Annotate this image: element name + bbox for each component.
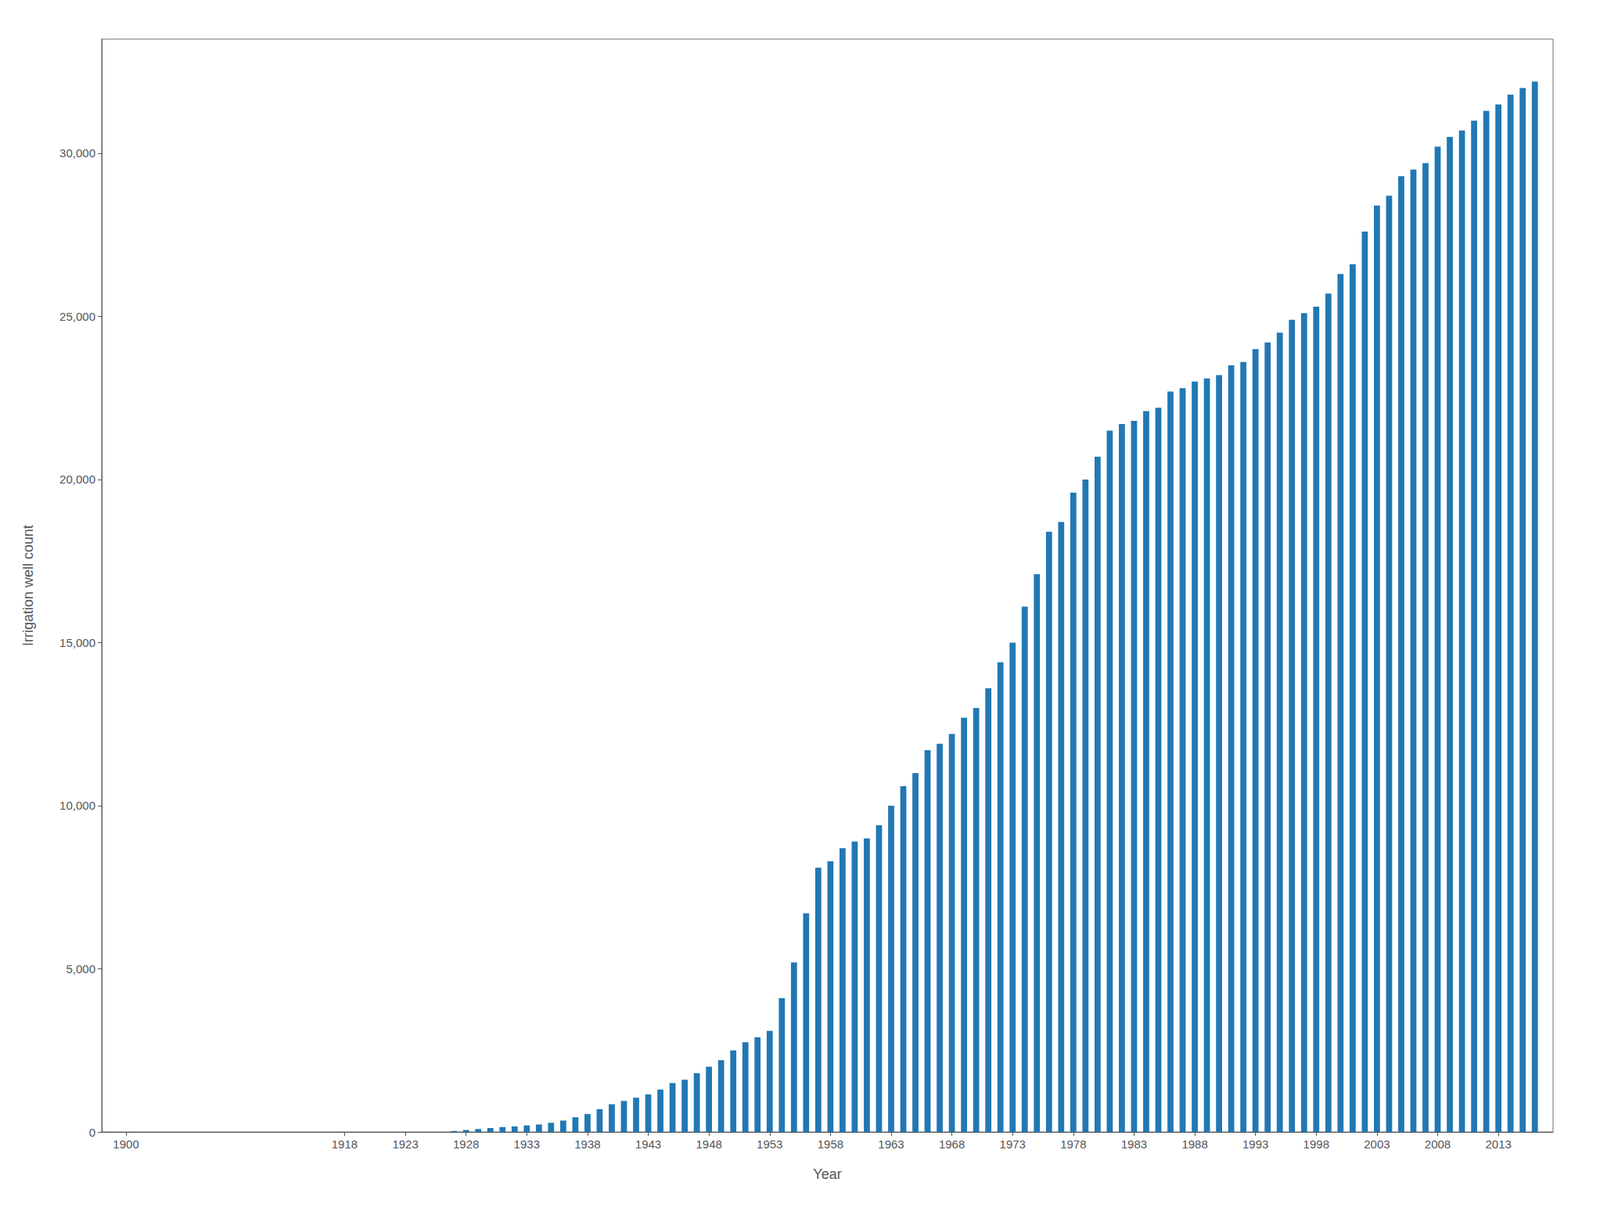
svg-text:1928: 1928 xyxy=(453,1137,479,1151)
svg-text:2008: 2008 xyxy=(1424,1137,1451,1151)
svg-text:1968: 1968 xyxy=(938,1137,965,1151)
svg-text:25,000: 25,000 xyxy=(59,309,96,324)
svg-text:1938: 1938 xyxy=(574,1137,601,1151)
svg-text:15,000: 15,000 xyxy=(59,636,96,650)
svg-text:0: 0 xyxy=(89,1125,96,1140)
svg-text:1953: 1953 xyxy=(756,1137,783,1151)
svg-text:1918: 1918 xyxy=(331,1137,358,1151)
svg-text:1988: 1988 xyxy=(1181,1137,1208,1151)
svg-text:2003: 2003 xyxy=(1363,1137,1390,1151)
svg-text:5,000: 5,000 xyxy=(65,962,96,976)
svg-text:2013: 2013 xyxy=(1484,1137,1511,1151)
svg-text:1943: 1943 xyxy=(635,1137,662,1151)
svg-text:1983: 1983 xyxy=(1121,1137,1147,1151)
svg-text:1958: 1958 xyxy=(817,1137,844,1151)
svg-text:1978: 1978 xyxy=(1060,1137,1086,1151)
svg-text:1933: 1933 xyxy=(514,1137,540,1151)
svg-text:1963: 1963 xyxy=(877,1137,904,1151)
svg-text:1993: 1993 xyxy=(1242,1137,1269,1151)
svg-text:30,000: 30,000 xyxy=(59,146,96,160)
svg-text:Year: Year xyxy=(812,1166,842,1183)
svg-text:1998: 1998 xyxy=(1303,1137,1330,1151)
svg-text:10,000: 10,000 xyxy=(59,798,96,813)
svg-text:1973: 1973 xyxy=(999,1137,1026,1151)
svg-text:20,000: 20,000 xyxy=(59,472,96,486)
svg-text:1900: 1900 xyxy=(112,1137,139,1151)
svg-text:1948: 1948 xyxy=(695,1137,722,1151)
svg-text:Irrigation well count: Irrigation well count xyxy=(20,524,36,647)
svg-text:1923: 1923 xyxy=(391,1137,418,1151)
